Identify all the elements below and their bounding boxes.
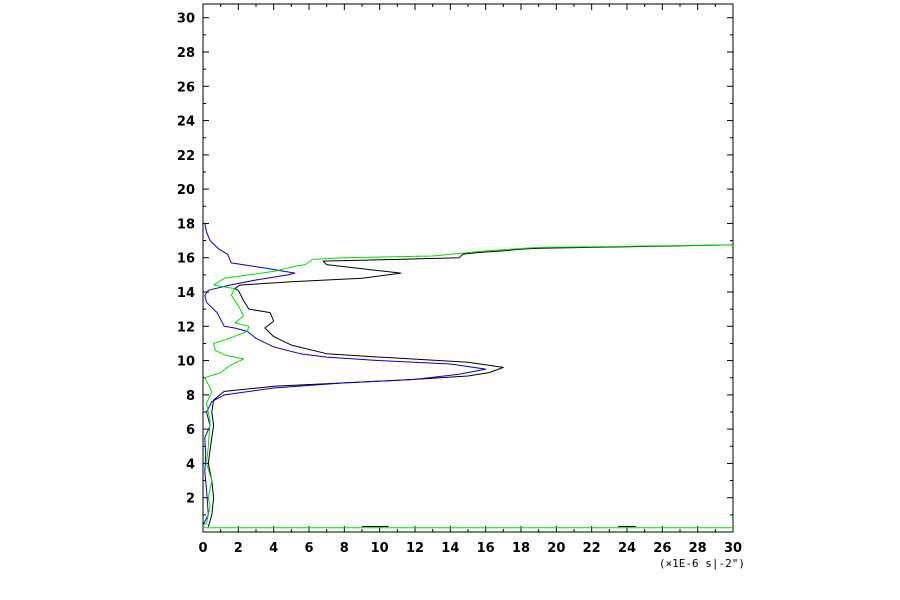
x-tick-label: 24	[618, 541, 636, 556]
y-tick-label: 10	[177, 355, 195, 370]
y-tick-label: 8	[186, 389, 195, 404]
tick-labels: 0 2 4 6 8 10 12 14 16 18 20 22 24 26 28 302468101214161…	[177, 12, 742, 556]
tick-marks	[202, 4, 734, 532]
y-tick-label: 20	[177, 183, 195, 198]
x-axis-unit-label: (×1E-6 s|-2")	[659, 557, 745, 570]
x-tick-label: 12	[406, 541, 424, 556]
x-tick-label: 26	[653, 541, 671, 556]
y-tick-label: 30	[177, 12, 195, 27]
y-tick-label: 16	[177, 252, 195, 267]
x-tick-label: 30	[724, 541, 742, 556]
x-tick-label: 8	[340, 541, 349, 556]
x-tick-label: 6	[304, 541, 313, 556]
plot-area-frame	[202, 3, 734, 533]
x-tick-label: 20	[547, 541, 565, 556]
y-tick-label: 12	[177, 320, 195, 335]
x-tick-label: 2	[234, 541, 243, 556]
y-tick-label: 6	[186, 423, 195, 438]
y-tick-label: 2	[186, 492, 195, 507]
y-tick-label: 22	[177, 149, 195, 164]
x-tick-label: 22	[583, 541, 601, 556]
x-tick-label: 10	[371, 541, 389, 556]
x-tick-label: 0	[198, 541, 207, 556]
x-tick-label: 18	[512, 541, 530, 556]
y-tick-label: 24	[177, 115, 195, 130]
series-lines	[202, 223, 734, 529]
y-tick-label: 28	[177, 46, 195, 61]
x-tick-label: 28	[689, 541, 707, 556]
series-line-1	[207, 244, 734, 528]
x-tick-label: 4	[269, 541, 278, 556]
y-tick-label: 14	[177, 286, 195, 301]
y-tick-label: 18	[177, 217, 195, 232]
series-line-3	[202, 244, 734, 526]
y-tick-label: 26	[177, 80, 195, 95]
x-tick-label: 16	[477, 541, 495, 556]
y-tick-label: 4	[186, 457, 195, 472]
x-tick-label: 14	[441, 541, 459, 556]
series-line-2	[202, 223, 487, 526]
